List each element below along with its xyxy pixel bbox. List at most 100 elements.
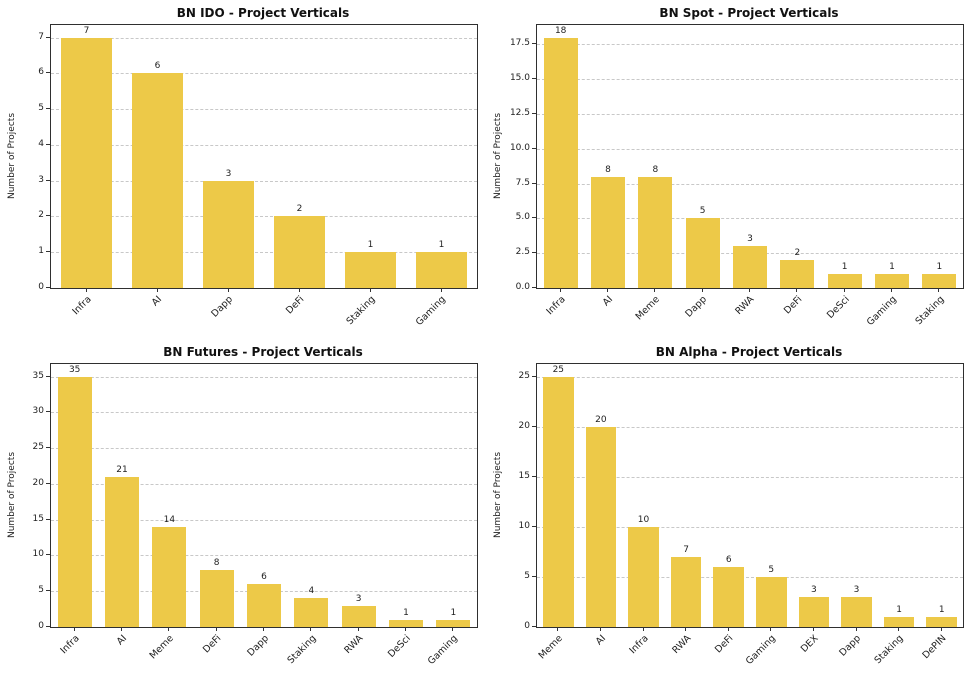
y-tick-mark [46, 375, 50, 377]
bar [590, 176, 626, 288]
bar [294, 598, 329, 627]
y-tick-label: 4 [38, 138, 44, 149]
gridline [537, 79, 963, 81]
bar-value-label: 2 [296, 204, 303, 215]
bar [543, 37, 578, 288]
y-tick-label: 15 [32, 513, 44, 524]
y-tick-mark [46, 482, 50, 484]
bar-value-label: 21 [116, 464, 128, 475]
y-tick-label: 17.5 [509, 38, 530, 49]
bar-value-label: 1 [438, 240, 445, 251]
chart-panel-bn-spot: BN Spot - Project Verticals Number of Pr… [486, 0, 972, 339]
y-tick-label: 6 [38, 67, 44, 78]
x-tick-mark [938, 288, 940, 292]
x-tick-mark [607, 288, 608, 292]
x-tick-label: Dapp [209, 294, 236, 320]
gridline [537, 576, 963, 578]
gridline [51, 73, 477, 75]
gridline [51, 216, 477, 218]
y-axis-label: Number of Projects [7, 451, 17, 539]
y-tick-mark [46, 143, 50, 145]
bar [732, 246, 768, 288]
x-tick-label: DeSci [385, 633, 413, 660]
x-tick-label: Gaming [414, 294, 449, 329]
plot-area: 35 21 14 8 6 4 3 1 1 [50, 363, 478, 628]
bar-value-label: 8 [605, 164, 611, 175]
bar [585, 426, 617, 627]
x-tick-mark [557, 627, 559, 631]
y-tick-mark [532, 147, 536, 149]
bar [922, 274, 957, 288]
y-tick-mark [532, 78, 536, 80]
bar-value-label: 35 [68, 364, 81, 375]
x-tick-label: DeSci [824, 294, 852, 321]
y-tick-label: 7.5 [515, 177, 530, 188]
y-tick-mark [46, 447, 50, 449]
x-tick-label: Meme [147, 633, 177, 662]
x-tick-label: Meme [633, 294, 663, 323]
x-tick-mark [168, 627, 170, 631]
gridline [537, 148, 963, 150]
bar-value-label: 5 [768, 564, 775, 575]
y-tick-label: 0 [38, 282, 44, 292]
x-tick-mark [898, 627, 900, 631]
bar-value-label: 8 [652, 164, 659, 175]
y-axis-label: Number of Projects [7, 112, 17, 200]
x-tick-mark [440, 288, 442, 292]
gridline [537, 114, 963, 116]
x-tick-label: Infra [627, 633, 651, 657]
bar-value-label: 25 [552, 364, 565, 375]
x-tick-mark [940, 627, 942, 631]
bar-value-label: 5 [699, 206, 706, 217]
y-tick-label: 25 [32, 442, 44, 453]
y-tick-label: 0 [524, 621, 530, 631]
y-tick-label: 2 [38, 210, 44, 221]
bar-value-label: 1 [896, 604, 902, 615]
x-tick-label: RWA [342, 633, 366, 657]
chart-title: BN Spot - Project Verticals [659, 6, 839, 20]
bar-value-label: 1 [889, 262, 895, 273]
x-tick-mark [599, 627, 601, 631]
bar [104, 476, 140, 627]
y-tick-label: 5 [524, 570, 530, 581]
x-tick-mark [310, 627, 312, 631]
y-tick-mark [532, 43, 536, 45]
x-tick-label: Infra [70, 294, 94, 318]
bar [344, 252, 397, 288]
gridline [51, 37, 477, 39]
x-tick-label: Gaming [864, 294, 899, 329]
x-tick-label: Dapp [837, 633, 864, 659]
y-tick-mark [46, 554, 50, 556]
y-tick-mark [532, 525, 536, 527]
y-tick-mark [46, 287, 50, 288]
x-tick-mark [642, 627, 644, 631]
x-tick-mark [215, 627, 217, 631]
bar-value-label: 3 [747, 234, 753, 245]
x-tick-label: RWA [669, 633, 693, 657]
y-tick-mark [46, 179, 50, 181]
gridline [537, 183, 963, 185]
bar [415, 252, 468, 288]
gridline [51, 448, 477, 450]
y-tick-label: 2.5 [515, 247, 530, 258]
bar-value-label: 3 [853, 584, 860, 595]
x-tick-mark [727, 627, 729, 631]
x-tick-mark [73, 627, 75, 631]
y-tick-label: 20 [32, 477, 44, 488]
y-tick-label: 3 [38, 174, 44, 185]
bar-value-label: 7 [683, 544, 689, 555]
x-tick-label: AI [114, 633, 129, 648]
y-tick-label: 15 [518, 470, 530, 481]
gridline [51, 412, 477, 414]
y-tick-label: 1 [38, 246, 44, 257]
y-tick-mark [532, 182, 536, 184]
y-tick-mark [46, 626, 50, 627]
bar-value-label: 2 [794, 248, 801, 259]
gridline [51, 483, 477, 485]
y-tick-label: 0.0 [515, 282, 530, 292]
y-tick-mark [46, 108, 50, 110]
y-tick-label: 10 [518, 520, 530, 531]
x-tick-mark [156, 288, 158, 292]
x-tick-label: Gaming [426, 633, 461, 668]
y-tick-mark [46, 251, 50, 253]
